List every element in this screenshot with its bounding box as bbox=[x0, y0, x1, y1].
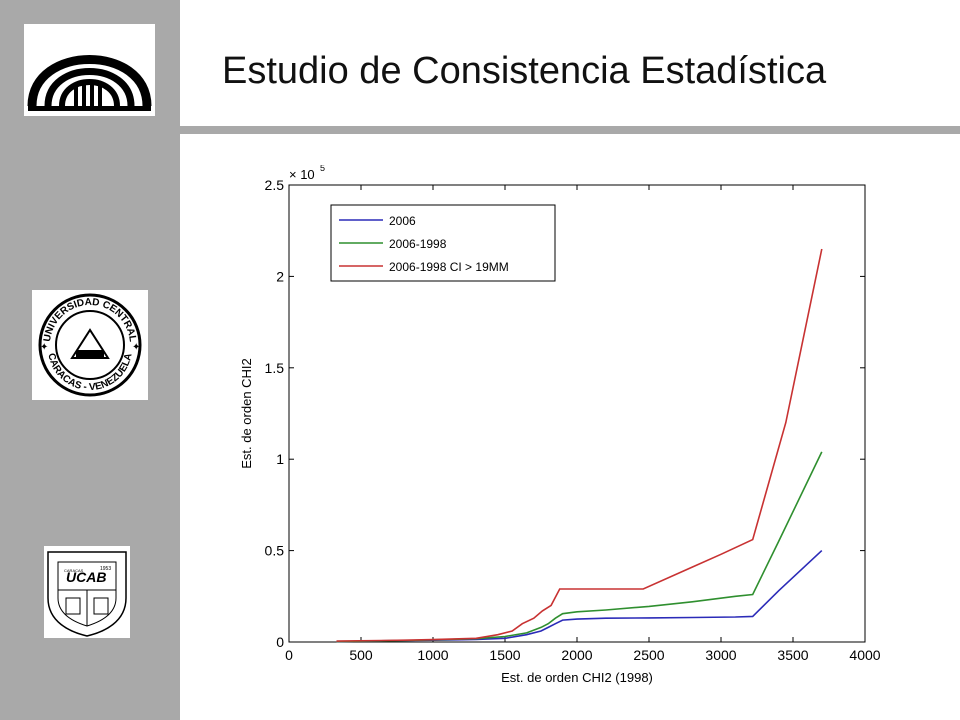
ucab-crest-text: UCAB bbox=[66, 569, 106, 585]
svg-text:✦: ✦ bbox=[40, 342, 48, 353]
y-tick-label: 2 bbox=[276, 268, 284, 284]
line-chart: 0 500 1000 1500 2000 2500 3000 3500 4000 0 0.5 1 1.5… bbox=[239, 165, 881, 685]
ucv-building-logo bbox=[24, 24, 155, 116]
x-axis-label: Est. de orden CHI2 (1998) bbox=[501, 670, 653, 685]
x-tick-label: 2000 bbox=[561, 647, 592, 663]
x-tick-label: 500 bbox=[349, 647, 373, 663]
y-tick-label: 1.5 bbox=[265, 360, 285, 376]
ucab-crest: UCAB 1953 CARACAS bbox=[44, 546, 130, 638]
y-exponent-power: 5 bbox=[320, 165, 325, 173]
x-tick-label: 0 bbox=[285, 647, 293, 663]
ucab-crest-year: 1953 bbox=[100, 566, 111, 572]
x-tick-label: 4000 bbox=[849, 647, 880, 663]
ucv-seal: UNIVERSIDAD CENTRAL CARACAS - VENEZUELA … bbox=[32, 290, 148, 400]
ucab-crest-city: CARACAS bbox=[64, 568, 84, 573]
x-tick-label: 1500 bbox=[489, 647, 520, 663]
series-line-2 bbox=[336, 248, 823, 642]
y-tick-label: 0 bbox=[276, 634, 284, 650]
x-tick-label: 3000 bbox=[705, 647, 736, 663]
x-tick-label: 3500 bbox=[777, 647, 808, 663]
y-axis-label: Est. de orden CHI2 bbox=[239, 358, 254, 469]
title-divider bbox=[180, 126, 960, 134]
y-tick-label: 2.5 bbox=[265, 177, 285, 193]
page-title: Estudio de Consistencia Estadística bbox=[222, 50, 827, 92]
legend-label-0: 2006 bbox=[389, 214, 416, 228]
y-exponent-label: × 10 bbox=[289, 167, 315, 182]
legend-label-2: 2006-1998 CI > 19MM bbox=[389, 260, 509, 274]
x-tick-label: 1000 bbox=[417, 647, 448, 663]
y-tick-label: 0.5 bbox=[265, 543, 285, 559]
svg-text:✦: ✦ bbox=[132, 342, 140, 353]
x-tick-label: 2500 bbox=[633, 647, 664, 663]
legend-label-1: 2006-1998 bbox=[389, 237, 447, 251]
y-tick-label: 1 bbox=[276, 451, 284, 467]
